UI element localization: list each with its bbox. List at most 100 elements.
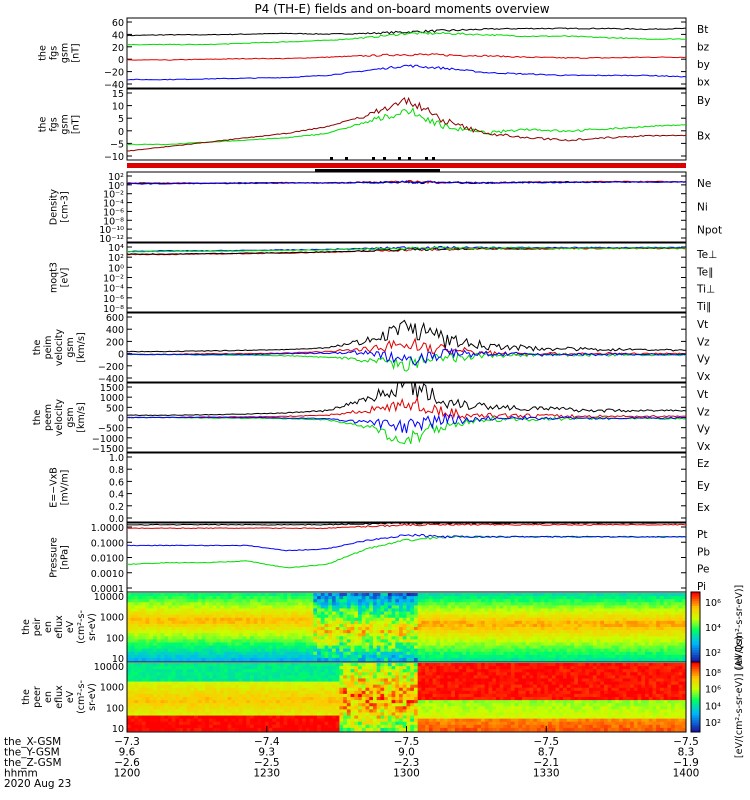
heatmap-cell <box>592 654 597 659</box>
heatmap-cell <box>153 678 158 682</box>
heatmap-cell <box>231 608 236 612</box>
heatmap-cell <box>313 712 318 716</box>
heatmap-cell <box>276 599 281 603</box>
heatmap-cell <box>261 712 266 716</box>
heatmap-cell <box>205 657 210 662</box>
heatmap-cell <box>212 666 217 670</box>
heatmap-cell <box>473 657 478 662</box>
heatmap-cell <box>406 639 411 643</box>
heatmap-cell <box>551 654 556 659</box>
heatmap-cell <box>153 672 158 676</box>
heatmap-cell <box>604 614 609 619</box>
heatmap-cell <box>626 648 631 653</box>
heatmap-cell <box>287 693 292 698</box>
heatmap-cell <box>633 657 638 662</box>
heatmap-cell <box>272 684 277 689</box>
heatmap-cell <box>272 617 277 622</box>
heatmap-cell <box>566 605 571 609</box>
heatmap-cell <box>197 663 202 667</box>
heatmap-cell <box>186 721 191 726</box>
heatmap-cell <box>592 608 597 612</box>
heatmap-cell <box>309 608 314 612</box>
heatmap-cell <box>242 614 247 619</box>
heatmap-cell <box>428 630 433 634</box>
heatmap-cell <box>678 623 683 628</box>
heatmap-cell <box>145 639 150 643</box>
heatmap-cell <box>138 648 143 653</box>
heatmap-cell <box>320 709 325 713</box>
heatmap-cell <box>220 718 225 723</box>
heatmap-cell <box>283 596 288 600</box>
heatmap-cell <box>566 648 571 653</box>
heatmap-cell <box>604 648 609 653</box>
heatmap-cell <box>302 599 307 603</box>
heatmap-cell <box>425 602 430 606</box>
heatmap-cell <box>592 633 597 637</box>
heatmap-cell <box>283 654 288 659</box>
heatmap-cell <box>421 648 426 653</box>
heatmap-cell <box>212 623 217 628</box>
heatmap-cell <box>410 599 415 603</box>
heatmap-cell <box>320 666 325 670</box>
heatmap-cell <box>462 645 467 650</box>
heatmap-cell <box>268 654 273 659</box>
heatmap-cell <box>145 669 150 673</box>
heatmap-cell <box>246 724 251 729</box>
heatmap-cell <box>402 633 407 637</box>
heatmap-cell <box>350 681 355 686</box>
heatmap-cell <box>216 654 221 659</box>
heatmap-cell <box>287 611 292 616</box>
heatmap-cell <box>246 642 251 646</box>
heatmap-cell <box>246 599 251 603</box>
heatmap-cell <box>212 712 217 716</box>
heatmap-cell <box>302 675 307 679</box>
heatmap-cell <box>328 645 333 650</box>
heatmap-cell <box>618 633 624 637</box>
heatmap-cell <box>186 620 191 625</box>
heatmap-cell <box>566 651 571 656</box>
heatmap-cell <box>604 642 609 646</box>
heatmap-cell <box>309 657 314 662</box>
heatmap-cell <box>302 681 307 686</box>
heatmap-cell <box>678 602 683 606</box>
heatmap-cell <box>477 633 482 637</box>
heatmap-cell <box>242 630 247 634</box>
heatmap-cell <box>615 645 620 650</box>
heatmap-cell <box>637 605 642 609</box>
heatmap-cell <box>365 651 370 656</box>
heatmap-cell <box>469 636 474 640</box>
heatmap-cell <box>682 596 687 600</box>
heatmap-cell <box>320 593 325 597</box>
heatmap-cell <box>149 693 154 698</box>
heatmap-cell <box>384 645 389 650</box>
heatmap-cell <box>194 727 199 732</box>
heatmap-cell <box>551 642 556 646</box>
heatmap-cell <box>238 675 243 679</box>
heatmap-cell <box>645 651 650 656</box>
heatmap-cell <box>305 721 311 726</box>
heatmap-cell <box>324 608 329 612</box>
heatmap-cell <box>514 630 519 634</box>
heatmap-cell <box>343 630 348 634</box>
heatmap-cell <box>238 596 243 600</box>
heatmap-cell <box>134 593 139 597</box>
heatmap-cell <box>548 614 553 619</box>
heatmap-cell <box>648 657 653 662</box>
heatmap-cell <box>156 721 161 726</box>
heatmap-cell <box>451 642 456 646</box>
heatmap-cell <box>141 608 147 612</box>
heatmap-cell <box>231 657 236 662</box>
heatmap-cell <box>458 654 463 659</box>
heatmap-cell <box>272 620 277 625</box>
series-line-Pe <box>127 535 686 569</box>
heatmap-cell <box>231 666 236 670</box>
heatmap-cell <box>507 620 512 625</box>
heatmap-cell <box>656 608 661 612</box>
heatmap-cell <box>298 669 303 673</box>
heatmap-cell <box>484 648 489 653</box>
heatmap-cell <box>324 639 329 643</box>
heatmap-cell <box>249 599 255 603</box>
heatmap-cell <box>305 602 311 606</box>
heatmap-cell <box>134 724 139 729</box>
heatmap-cell <box>257 645 262 650</box>
